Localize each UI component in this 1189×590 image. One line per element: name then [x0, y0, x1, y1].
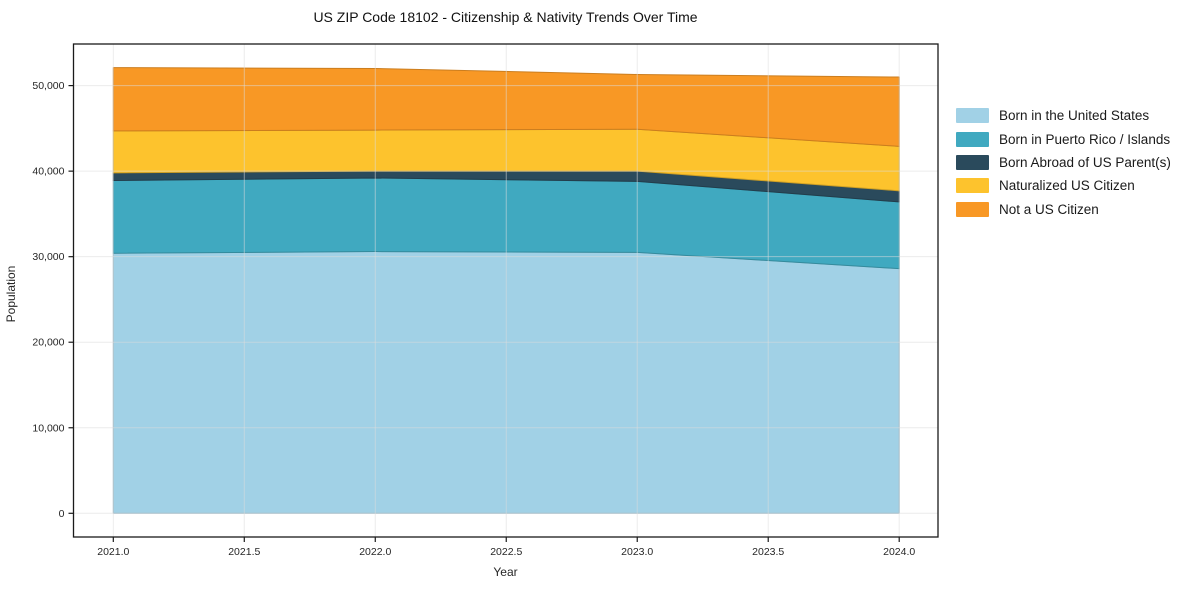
legend: Born in the United States Born in Puerto …: [956, 104, 1171, 221]
x-tick-label: 2023.0: [621, 546, 653, 558]
legend-label: Born Abroad of US Parent(s): [999, 154, 1171, 170]
legend-item-2: Born Abroad of US Parent(s): [956, 151, 1171, 174]
legend-label: Not a US Citizen: [999, 201, 1099, 217]
legend-swatch: [956, 154, 989, 170]
legend-label: Born in Puerto Rico / Islands: [999, 131, 1171, 147]
legend-label: Born in the United States: [999, 108, 1150, 124]
legend-item-3: Naturalized US Citizen: [956, 174, 1171, 197]
y-axis-label: Population: [4, 265, 18, 323]
y-tick-label: 20,000: [32, 337, 64, 349]
chart-title: US ZIP Code 18102 - Citizenship & Nativi…: [313, 9, 698, 25]
legend-label: Naturalized US Citizen: [999, 178, 1135, 194]
x-tick-label: 2022.5: [490, 546, 522, 558]
legend-item-1: Born in Puerto Rico / Islands: [956, 127, 1171, 150]
x-tick-label: 2024.0: [883, 546, 915, 558]
y-tick-label: 40,000: [32, 166, 64, 178]
legend-swatch: [956, 178, 989, 194]
y-tick-label: 10,000: [32, 422, 64, 434]
legend-item-4: Not a US Citizen: [956, 198, 1171, 221]
x-tick-label: 2021.0: [97, 546, 129, 558]
legend-item-0: Born in the United States: [956, 104, 1171, 127]
x-axis-label: Year: [493, 565, 518, 579]
legend-swatch: [956, 201, 989, 217]
y-tick-label: 30,000: [32, 251, 64, 263]
y-tick-label: 0: [59, 508, 65, 520]
y-tick-label: 50,000: [32, 80, 64, 92]
legend-swatch: [956, 131, 989, 147]
legend-swatch: [956, 108, 989, 124]
x-tick-label: 2022.0: [359, 546, 391, 558]
x-tick-label: 2023.5: [752, 546, 784, 558]
x-tick-label: 2021.5: [228, 546, 260, 558]
